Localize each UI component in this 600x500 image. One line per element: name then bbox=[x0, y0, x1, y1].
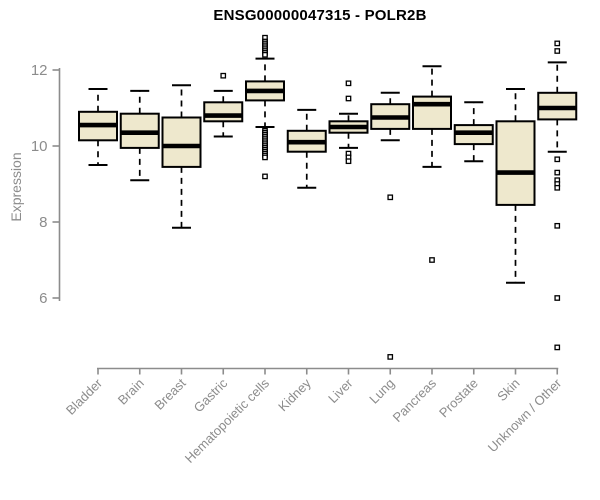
boxplot-brain bbox=[119, 89, 160, 182]
iqr-box bbox=[412, 95, 452, 130]
outlier-point bbox=[429, 257, 435, 263]
x-category-label-gastric: Gastric bbox=[191, 375, 231, 415]
outlier-point bbox=[554, 40, 561, 47]
y-tick-label: 12 bbox=[31, 62, 48, 79]
x-category-label-lung: Lung bbox=[366, 376, 397, 407]
outlier-point bbox=[387, 194, 394, 201]
outlier-point bbox=[387, 354, 394, 360]
outlier-point bbox=[554, 344, 561, 351]
x-category-label-bladder: Bladder bbox=[63, 375, 106, 418]
y-tick-label: 10 bbox=[31, 138, 48, 155]
boxplot-hematopoietic-cells bbox=[245, 34, 285, 180]
outlier-point bbox=[554, 169, 561, 176]
boxplot-kidney bbox=[286, 108, 327, 189]
x-category-label-brain: Brain bbox=[115, 376, 147, 408]
boxplot-breast bbox=[161, 84, 202, 229]
boxplot-skin bbox=[495, 88, 536, 284]
outlier-point bbox=[554, 48, 561, 54]
outlier-point bbox=[554, 184, 561, 191]
x-category-label-prostate: Prostate bbox=[436, 376, 481, 421]
outlier-point bbox=[554, 295, 561, 301]
x-category-label-unknown-other: Unknown / Other bbox=[485, 375, 565, 455]
outlier-point bbox=[262, 154, 268, 161]
x-category-label-skin: Skin bbox=[494, 376, 522, 404]
y-tick-label: 6 bbox=[39, 290, 47, 307]
outlier-point bbox=[345, 95, 352, 102]
x-category-label-pancreas: Pancreas bbox=[390, 375, 440, 425]
boxplot-gastric bbox=[203, 72, 244, 138]
outlier-point bbox=[262, 173, 268, 180]
boxplot-pancreas bbox=[412, 65, 452, 263]
chart-title: ENSG00000047315 - POLR2B bbox=[213, 7, 427, 24]
outlier-point bbox=[345, 158, 352, 165]
boxplot-unknown-other bbox=[537, 40, 578, 351]
iqr-box bbox=[161, 116, 202, 168]
outlier-point bbox=[262, 51, 268, 58]
outlier-point bbox=[220, 72, 227, 79]
boxplot-prostate bbox=[453, 101, 494, 163]
x-category-label-liver: Liver bbox=[325, 375, 356, 406]
outlier-point bbox=[345, 80, 352, 87]
y-axis-title: Expression bbox=[8, 152, 24, 222]
boxplot-bladder bbox=[78, 88, 118, 166]
iqr-box bbox=[203, 101, 244, 123]
boxplot-liver bbox=[328, 80, 369, 165]
x-category-label-kidney: Kidney bbox=[275, 375, 314, 414]
boxplot-lung bbox=[370, 91, 411, 360]
y-tick-label: 8 bbox=[39, 214, 47, 231]
outlier-point bbox=[554, 156, 561, 163]
outlier-point bbox=[554, 222, 561, 229]
iqr-box bbox=[495, 120, 536, 206]
x-category-label-breast: Breast bbox=[151, 375, 188, 412]
